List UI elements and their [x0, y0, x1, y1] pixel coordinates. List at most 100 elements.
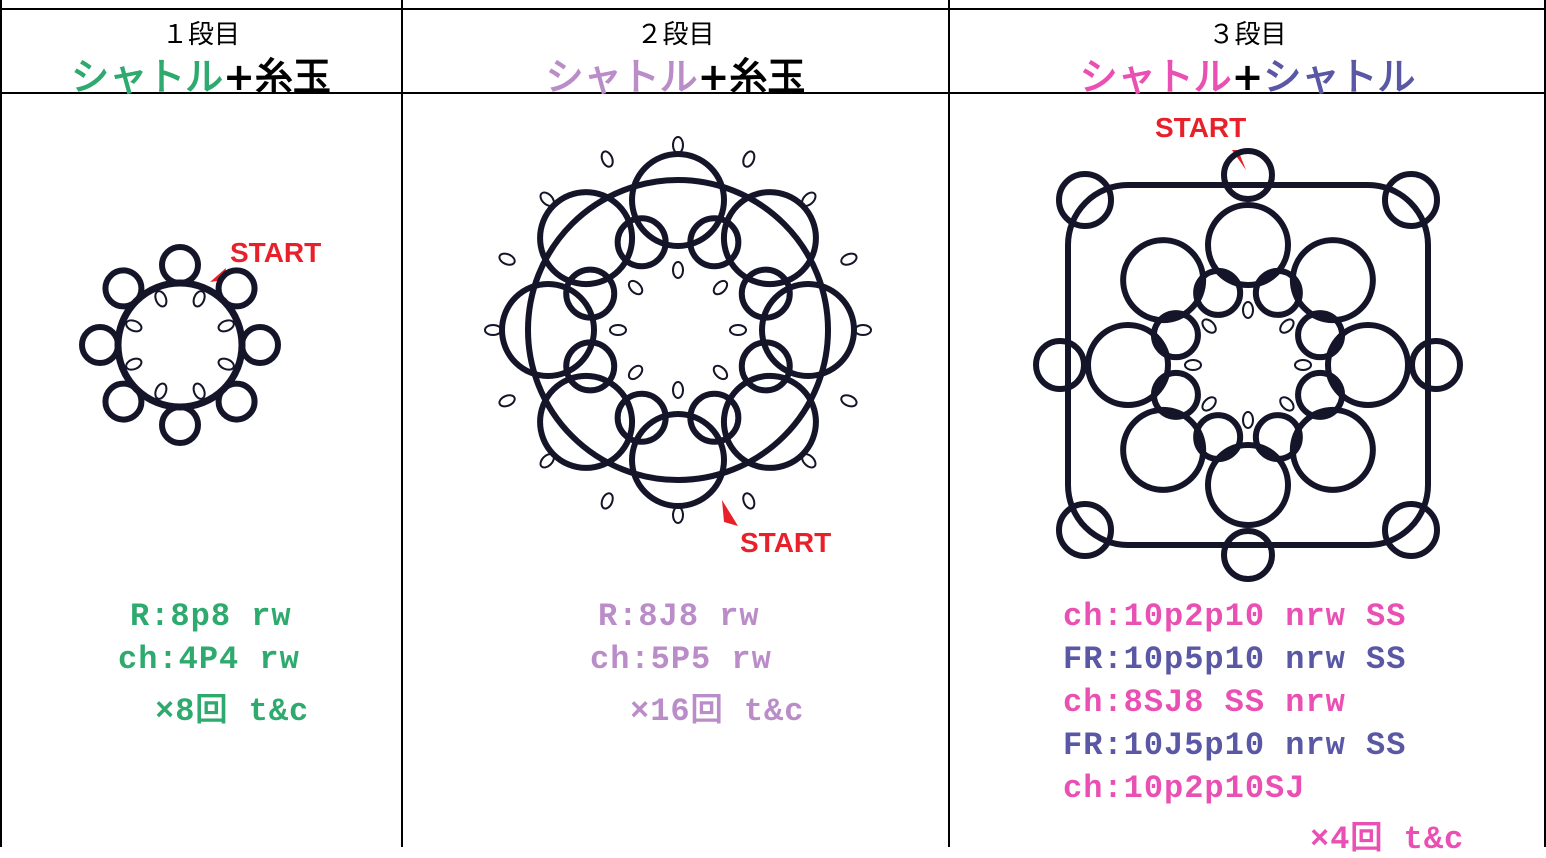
tatting-stroke: [629, 411, 727, 509]
tatting-stroke: [1085, 322, 1171, 408]
tatting-stroke: [154, 290, 168, 308]
tatting-stroke: [840, 252, 858, 266]
tatting-stroke: [627, 279, 644, 296]
column-title: シャトル+糸玉: [0, 46, 402, 101]
table-border: [401, 0, 403, 847]
tatting-stroke: [738, 339, 793, 394]
tatting-stroke: [672, 136, 684, 154]
tatting-stroke: [1382, 501, 1440, 559]
tatting-stroke: [759, 281, 857, 379]
table-border: [0, 92, 1546, 94]
tatting-stroke: [712, 364, 729, 381]
tatting-stroke: [498, 394, 516, 408]
tatting-stroke: [1279, 318, 1295, 334]
tatting-stroke: [672, 261, 684, 279]
column-title: シャトル+シャトル: [949, 46, 1546, 101]
tatting-stroke: [1056, 171, 1114, 229]
instruction: R:8p8 rw: [130, 598, 292, 635]
tatting-stroke: [738, 266, 793, 321]
tatting-stroke: [614, 215, 669, 270]
tatting-stroke: [1325, 322, 1411, 408]
table-border: [0, 0, 2, 847]
tatting-stroke: [742, 150, 756, 168]
tatting-stroke: [79, 324, 121, 366]
tatting-diagram: [79, 136, 1463, 582]
tatting-stroke: [1205, 442, 1291, 528]
tatting-stroke: [215, 267, 258, 310]
column-title: シャトル+糸玉: [402, 46, 949, 101]
tatting-stroke: [192, 290, 206, 308]
tatting-stroke: [720, 372, 819, 471]
tatting-stroke: [1279, 396, 1295, 412]
tatting-stroke: [1382, 171, 1440, 229]
tatting-stroke: [484, 324, 502, 336]
round-label: ２段目: [636, 20, 715, 50]
round-label: ３段目: [1208, 20, 1287, 50]
tatting-stroke: [1242, 301, 1254, 319]
tatting-stroke: [563, 266, 618, 321]
tatting-stroke: [1120, 406, 1207, 493]
tatting-stroke: [159, 244, 201, 286]
tatting-stroke: [125, 319, 143, 333]
instruction: ×4回 t&c: [1310, 821, 1465, 858]
tatting-stroke: [600, 150, 614, 168]
tatting-stroke: [537, 372, 636, 471]
tatting-stroke: [729, 324, 747, 336]
tatting-stroke: [215, 380, 258, 423]
tatting-stroke: [1120, 237, 1207, 324]
instruction: ch:4P4 rw: [118, 641, 300, 678]
tatting-stroke: [627, 364, 644, 381]
title-part: シャトル: [545, 55, 698, 99]
tatting-stroke: [1201, 318, 1217, 334]
instruction: ×16回 t&c: [630, 693, 805, 730]
instruction: FR:10J5p10 nrw SS: [1063, 727, 1407, 764]
tatting-stroke: [192, 382, 206, 400]
start-label: START: [230, 237, 321, 268]
tatting-stroke: [1221, 528, 1275, 582]
tatting-stroke: [687, 390, 742, 445]
instruction: ch:8SJ8 SS nrw: [1063, 684, 1346, 721]
tatting-stroke: [1033, 338, 1087, 392]
tatting-stroke: [1205, 202, 1291, 288]
tatting-stroke: [672, 381, 684, 399]
table-border: [1544, 0, 1546, 847]
tatting-stroke: [1221, 148, 1275, 202]
title-part: シャトル: [1263, 55, 1416, 99]
tatting-stroke: [563, 339, 618, 394]
tatting-stroke: [125, 357, 143, 371]
tatting-stroke: [1193, 267, 1244, 318]
tatting-stroke: [1252, 412, 1303, 463]
tatting-stroke: [1201, 396, 1217, 412]
tatting-stroke: [539, 453, 555, 469]
tatting-stroke: [687, 215, 742, 270]
tatting-stroke: [600, 492, 614, 510]
instruction: FR:10p5p10 nrw SS: [1063, 641, 1407, 678]
table-border: [0, 8, 1546, 10]
instruction: ch:5P5 rw: [590, 641, 772, 678]
tatting-stroke: [498, 252, 516, 266]
instruction: ×8回 t&c: [155, 693, 310, 730]
tatting-stroke: [672, 506, 684, 524]
title-part: +糸玉: [223, 55, 331, 99]
tatting-stroke: [1295, 310, 1346, 361]
tatting-stroke: [539, 191, 555, 207]
tatting-stroke: [217, 357, 235, 371]
tatting-stroke: [1242, 411, 1254, 429]
tatting-stroke: [1056, 501, 1114, 559]
tatting-stroke: [720, 189, 819, 288]
title-part: +: [1231, 55, 1264, 99]
tatting-stroke: [239, 324, 281, 366]
tatting-stroke: [1294, 359, 1312, 371]
tatting-stroke: [1184, 359, 1202, 371]
tatting-stroke: [742, 492, 756, 510]
tatting-stroke: [854, 324, 872, 336]
tatting-stroke: [154, 382, 168, 400]
tatting-stroke: [217, 319, 235, 333]
tatting-stroke: [712, 279, 729, 296]
tatting-stroke: [1289, 237, 1376, 324]
tatting-stroke: [1295, 369, 1346, 420]
tatting-stroke: [801, 453, 817, 469]
tatting-stroke: [1150, 310, 1201, 361]
tatting-stroke: [629, 151, 727, 249]
